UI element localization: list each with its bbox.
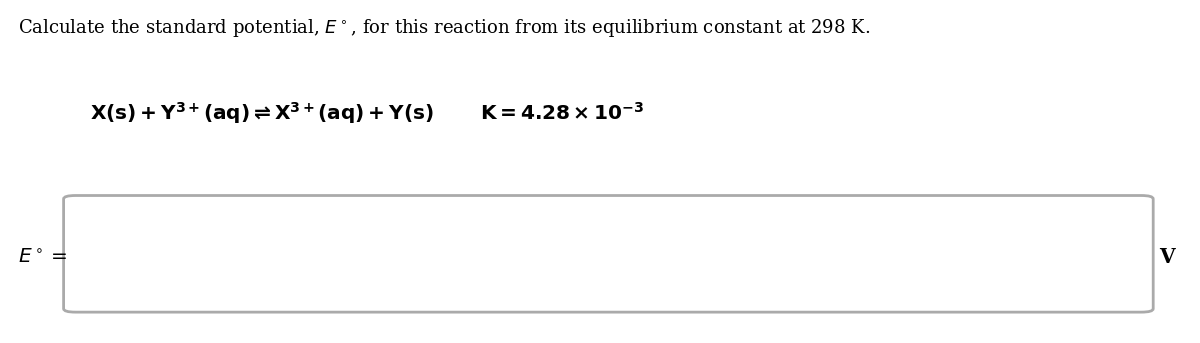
Text: Calculate the standard potential, $E^\circ$, for this reaction from its equilibr: Calculate the standard potential, $E^\ci… (18, 17, 870, 39)
Text: $\mathbf{X(s) + Y^{3+}(aq) \rightleftharpoons X^{3+}(aq)+Y(s)}$: $\mathbf{X(s) + Y^{3+}(aq) \rightlefthar… (90, 100, 433, 126)
Text: $E^\circ =$: $E^\circ =$ (18, 248, 67, 267)
Text: V: V (1159, 247, 1175, 267)
Text: $\mathbf{K = 4.28 \times 10^{-3}}$: $\mathbf{K = 4.28 \times 10^{-3}}$ (480, 102, 644, 124)
FancyBboxPatch shape (64, 196, 1153, 312)
